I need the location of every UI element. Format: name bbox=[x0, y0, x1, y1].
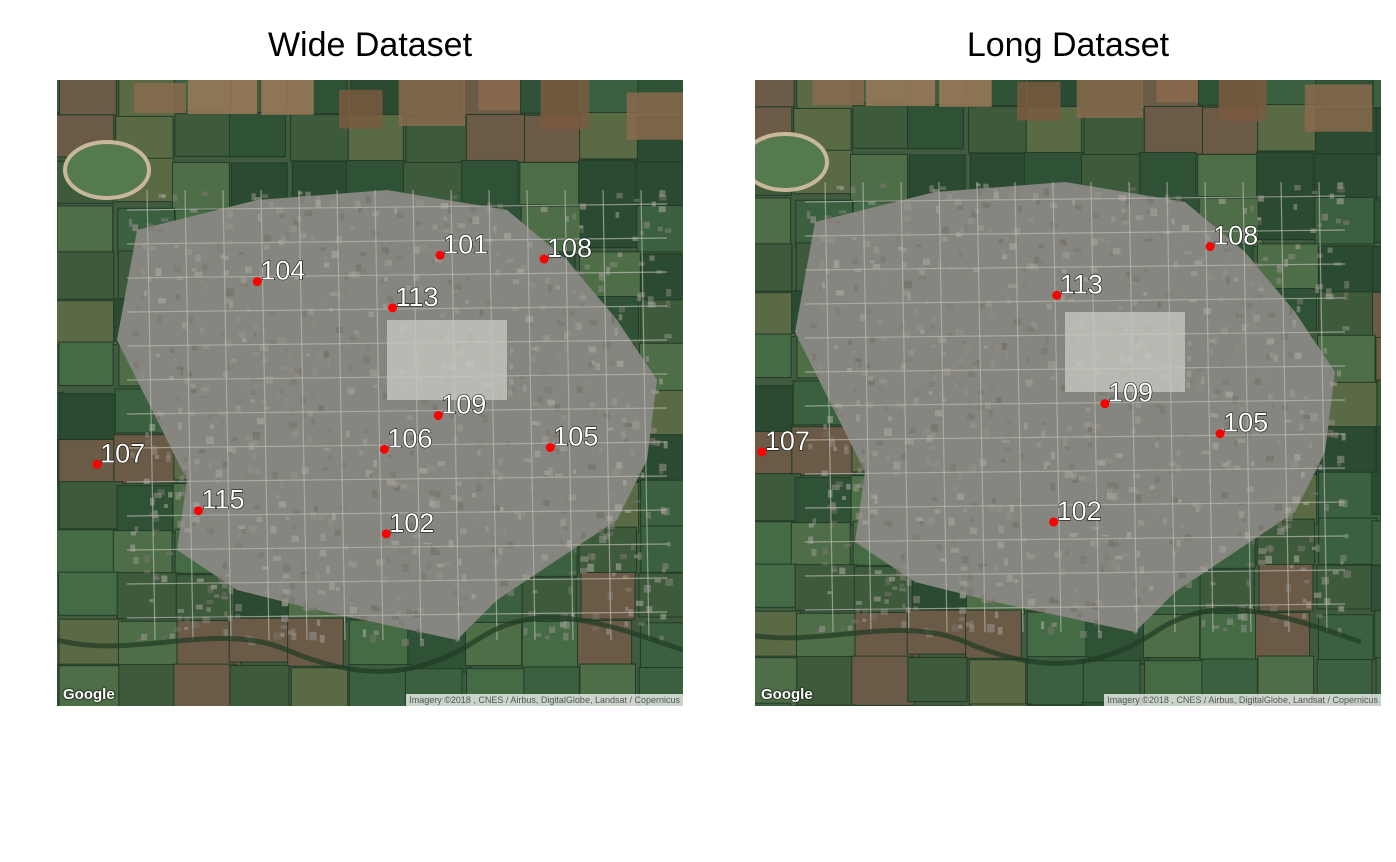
station-point-113[interactable] bbox=[1052, 290, 1062, 300]
station-label-106: 106 bbox=[387, 423, 432, 453]
panel-title: Wide Dataset bbox=[267, 26, 473, 64]
station-label-108: 108 bbox=[547, 233, 592, 263]
station-label-109: 109 bbox=[441, 390, 486, 420]
basemap-imagery bbox=[57, 80, 683, 706]
station-point-102[interactable] bbox=[1049, 517, 1059, 527]
station-point-115[interactable] bbox=[193, 506, 203, 516]
station-point-107[interactable] bbox=[92, 459, 102, 469]
station-label-105: 105 bbox=[553, 421, 598, 451]
station-label-102: 102 bbox=[389, 508, 434, 538]
satellite-map[interactable]: 101 108 104 113 109 105 106 107 115 102 Google Im… bbox=[57, 80, 683, 706]
panel-wide-dataset: Wide Dataset 101 108 104 113 109 105 106 107 115… bbox=[57, 0, 683, 720]
satellite-map[interactable]: 108 113 109 105 107 102 Google Imagery ©2018 … bbox=[755, 80, 1381, 706]
google-logo: Google bbox=[63, 686, 115, 703]
station-point-108[interactable] bbox=[1205, 242, 1215, 252]
station-label-109: 109 bbox=[1108, 378, 1153, 408]
map-attribution: Imagery ©2018 , CNES / Airbus, DigitalGl… bbox=[406, 694, 683, 706]
map-canvas[interactable]: 108 113 109 105 107 102 bbox=[755, 80, 1381, 706]
point-layer: 108 113 109 105 107 102 bbox=[757, 220, 1269, 527]
station-point-104[interactable] bbox=[252, 277, 262, 287]
station-label-107: 107 bbox=[765, 426, 810, 456]
basemap-imagery bbox=[755, 80, 1381, 706]
station-point-101[interactable] bbox=[435, 250, 445, 260]
panel-title: Long Dataset bbox=[966, 26, 1170, 64]
station-label-101: 101 bbox=[443, 229, 488, 259]
station-point-105[interactable] bbox=[545, 442, 555, 452]
station-label-113: 113 bbox=[396, 282, 439, 312]
station-label-113: 113 bbox=[1060, 269, 1103, 299]
station-point-107[interactable] bbox=[757, 447, 767, 457]
station-label-102: 102 bbox=[1057, 496, 1102, 526]
station-label-115: 115 bbox=[201, 485, 244, 515]
station-point-109[interactable] bbox=[433, 411, 443, 421]
panel-long-dataset: Long Dataset 108 113 109 105 107 102 Google I… bbox=[755, 0, 1381, 720]
station-label-105: 105 bbox=[1223, 408, 1268, 438]
station-point-108[interactable] bbox=[539, 254, 549, 264]
station-point-113[interactable] bbox=[388, 303, 398, 313]
station-label-104: 104 bbox=[260, 256, 305, 286]
station-label-107: 107 bbox=[100, 438, 145, 468]
station-point-109[interactable] bbox=[1100, 399, 1110, 409]
google-logo: Google bbox=[761, 686, 813, 703]
point-layer: 101 108 104 113 109 105 106 107 115 102 bbox=[92, 229, 599, 539]
station-point-105[interactable] bbox=[1215, 429, 1225, 439]
map-canvas[interactable]: 101 108 104 113 109 105 106 107 115 102 bbox=[57, 80, 683, 706]
station-point-106[interactable] bbox=[379, 444, 389, 454]
station-point-102[interactable] bbox=[381, 529, 391, 539]
map-attribution: Imagery ©2018 , CNES / Airbus, DigitalGl… bbox=[1104, 694, 1381, 706]
station-label-108: 108 bbox=[1213, 221, 1258, 251]
